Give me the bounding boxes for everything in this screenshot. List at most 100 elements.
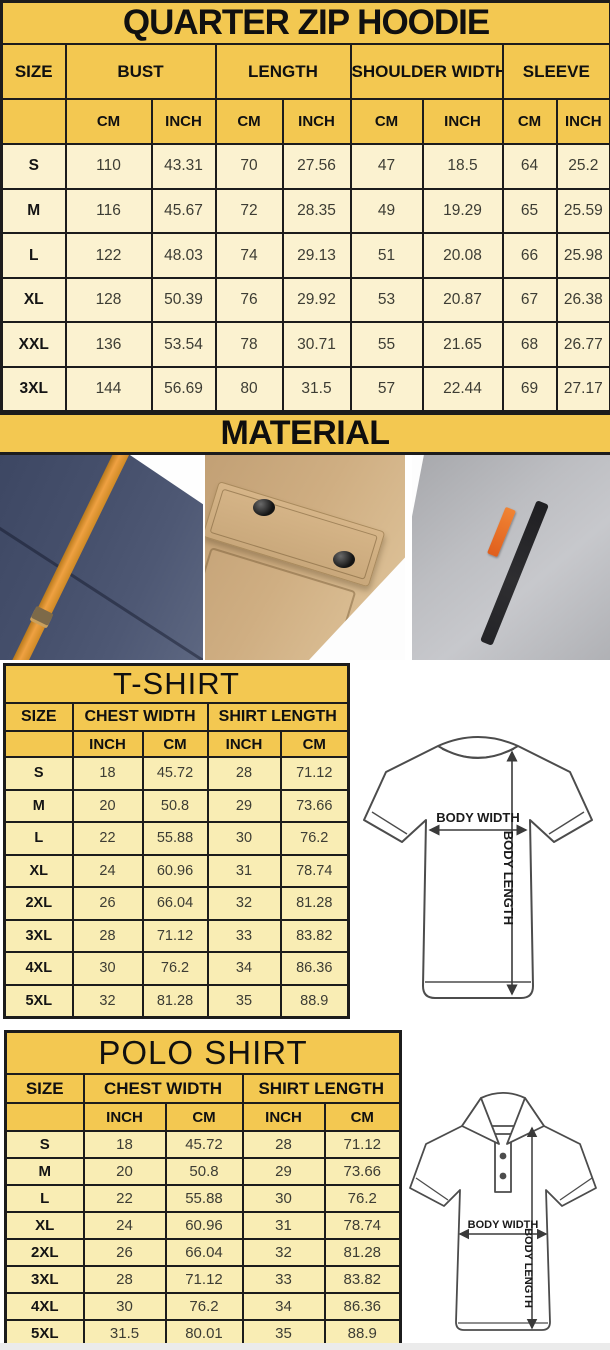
table-cell: 22 [71,821,144,856]
table-cell: 50.8 [164,1157,244,1186]
table-row: L 22 55.88 30 76.2 [4,1184,402,1213]
size-label: L [0,232,67,279]
unit-header-cm: CM [214,98,284,146]
polo-measurement-diagram: BODY WIDTH BODY LENGTH [409,1091,597,1331]
table-row: 5XL 32 81.28 35 88.9 [3,983,350,1018]
table-cell: 73.66 [279,788,350,823]
table-cell: 50.39 [150,276,217,324]
table-cell: 45.72 [164,1130,244,1159]
hoodie-size-table: QUARTER ZIP HOODIE SIZE BUST LENGTH SHOU… [0,0,610,413]
size-label: L [4,1184,85,1213]
measurement-arrows [458,1126,548,1330]
unit-header-cm: CM [141,730,209,758]
unit-header-inch: INCH [150,98,217,146]
polo-table-title: POLO SHIRT [4,1030,402,1075]
column-header-chest-width: CHEST WIDTH [71,702,209,732]
table-cell: 86.36 [279,951,350,986]
table-cell: 78 [214,321,284,368]
table-cell: 116 [64,187,153,235]
size-label: M [3,788,74,823]
body-width-label: BODY WIDTH [436,810,520,825]
column-header-size: SIZE [3,702,74,732]
column-header-sleeve: SLEEVE [501,43,610,101]
unit-header-inch: INCH [82,1102,167,1132]
body-width-label: BODY WIDTH [468,1219,539,1231]
table-cell: 86.36 [323,1292,402,1321]
table-cell: 26 [71,886,144,921]
table-cell: 30 [206,821,282,856]
table-cell: 83.82 [323,1265,402,1294]
polo-outline [409,1091,597,1331]
table-cell: 29.13 [281,232,352,279]
table-cell: 83.82 [279,918,350,953]
unit-header-inch: INCH [71,730,144,758]
table-cell: 22 [82,1184,167,1213]
page-bottom-strip [0,1343,610,1350]
table-row: 3XL 144 56.69 80 31.5 57 22.44 69 27.17 [0,365,610,413]
table-row: S 18 45.72 28 71.12 [4,1130,402,1159]
table-cell: 76.2 [164,1292,244,1321]
polo-buttons [499,1152,507,1180]
column-header-chest-width: CHEST WIDTH [82,1073,244,1104]
table-cell: 29.92 [281,276,352,324]
table-cell: 144 [64,365,153,413]
material-photo-navy-fabric [0,455,203,660]
empty-cell [3,730,74,758]
table-cell: 55 [349,321,424,368]
empty-cell [4,1102,85,1132]
table-cell: 64 [501,143,558,190]
table-row: S 18 45.72 28 71.12 [3,756,350,791]
table-row: 3XL 28 71.12 33 83.82 [4,1265,402,1294]
table-cell: 47 [349,143,424,190]
table-row: XXL 136 53.54 78 30.71 55 21.65 68 26.77 [0,321,610,368]
table-cell: 66 [501,232,558,279]
table-cell: 60.96 [164,1211,244,1240]
table-cell: 71.12 [279,756,350,791]
table-cell: 48.03 [150,232,217,279]
table-cell: 32 [71,983,144,1018]
table-cell: 53 [349,276,424,324]
column-header-size: SIZE [0,43,67,101]
table-cell: 32 [241,1238,326,1267]
table-cell: 66.04 [141,886,209,921]
material-photo-khaki-pocket [205,455,405,660]
unit-header-inch: INCH [421,98,504,146]
table-cell: 30 [82,1292,167,1321]
table-cell: 30 [71,951,144,986]
table-cell: 57 [349,365,424,413]
table-cell: 78.74 [323,1211,402,1240]
table-cell: 81.28 [279,886,350,921]
table-cell: 28 [206,756,282,791]
table-cell: 29 [241,1157,326,1186]
unit-header-cm: CM [501,98,558,146]
column-header-shirt-length: SHIRT LENGTH [241,1073,402,1104]
size-label: 4XL [4,1292,85,1321]
table-cell: 43.31 [150,143,217,190]
table-cell: 30 [241,1184,326,1213]
column-header-length: LENGTH [214,43,352,101]
table-row: M 20 50.8 29 73.66 [3,788,350,823]
size-label: 4XL [3,951,74,986]
tshirt-size-table: T-SHIRT SIZE CHEST WIDTH SHIRT LENGTH IN… [3,663,350,1019]
table-cell: 136 [64,321,153,368]
table-cell: 20 [71,788,144,823]
tshirt-table-title: T-SHIRT [3,663,350,704]
size-label: XL [0,276,67,324]
table-cell: 26.38 [555,276,610,324]
table-cell: 45.67 [150,187,217,235]
table-cell: 27.17 [555,365,610,413]
table-cell: 55.88 [164,1184,244,1213]
table-cell: 28 [241,1130,326,1159]
zipper-tape [480,500,549,646]
table-cell: 71.12 [141,918,209,953]
table-cell: 70 [214,143,284,190]
table-row: M 116 45.67 72 28.35 49 19.29 65 25.59 [0,187,610,235]
table-cell: 18 [82,1130,167,1159]
table-cell: 18.5 [421,143,504,190]
table-cell: 72 [214,187,284,235]
table-row: 2XL 26 66.04 32 81.28 [3,886,350,921]
polo-size-table: POLO SHIRT SIZE CHEST WIDTH SHIRT LENGTH… [4,1030,403,1349]
table-row: L 122 48.03 74 29.13 51 20.08 66 25.98 [0,232,610,279]
table-cell: 25.98 [555,232,610,279]
table-cell: 34 [241,1292,326,1321]
